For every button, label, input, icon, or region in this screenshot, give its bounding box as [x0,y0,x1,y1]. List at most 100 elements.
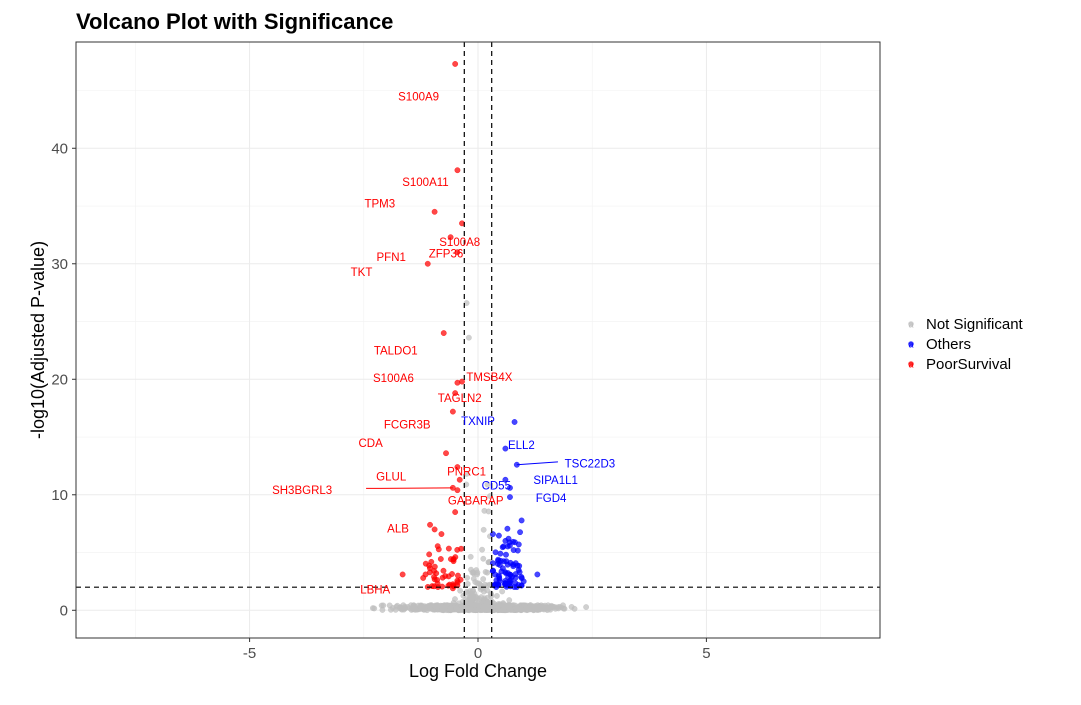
gene-label-s100a11: S100A11 [402,177,448,189]
poor-survival-point [457,576,464,583]
gene-point-gabarap [454,487,461,494]
gene-label-pnrc1: PNRC1 [447,467,486,479]
label-connector [516,461,558,466]
chart-title: Volcano Plot with Significance [76,9,393,34]
gene-point-lbha [449,585,456,592]
not-significant-point [476,602,483,609]
not-significant-point [467,553,474,560]
gene-point-fcgr3b [449,408,456,415]
not-significant-point [450,599,457,606]
not-significant-point [481,507,488,514]
gene-point-sipa1l1 [507,484,513,491]
poor-survival-point [438,531,445,537]
x-tick-label: 5 [702,645,710,662]
others-point [515,567,522,573]
gene-label-tpm3: TPM3 [364,199,395,211]
gene-label-tsc22d3: TSC22D3 [565,459,616,471]
others-point [502,569,509,576]
not-significant-point [474,569,481,576]
others-point [520,578,527,585]
not-significant-point [515,606,522,612]
x-tick-label: 0 [474,645,482,662]
gene-point-glul [456,476,463,483]
x-axis-title: Log Fold Change [409,661,547,681]
others-point [497,550,504,557]
others-point [506,542,513,549]
gene-label-ell2: ELL2 [508,440,535,452]
gene-label-zfp36: ZFP36 [429,248,464,260]
legend: a Not Significant a Others a PoorSurvival [908,316,1024,373]
gene-point-alb [452,509,459,516]
y-axis-title: -log10(Adjusted P-value) [28,241,48,439]
not-significant-point [480,526,487,533]
gene-point-s100a11 [454,167,461,174]
x-axis-ticks: -5 0 5 [243,638,711,662]
legend-key-point [908,321,914,327]
legend-key-glyph: a [908,340,913,350]
others-point [490,531,496,538]
gene-label-tmsb4x: TMSB4X [466,372,512,384]
gene-label-cda: CDA [359,438,384,450]
gene-point-tmsb4x [459,378,465,385]
legend-entry-label: Others [926,336,971,353]
gene-label-fgd4: FGD4 [536,493,567,505]
poor-survival-point [431,526,438,533]
gene-labels: S100A9 S100A11 TPM3 S100A8 PFN1 ZFP36 TKT TALDO… [272,91,615,596]
not-significant-point [583,604,590,610]
y-tick-label: 40 [51,140,68,157]
gene-label-taldo1: TALDO1 [374,345,418,357]
gene-point-txnip [511,419,518,425]
others-point [504,525,511,532]
poor-survival-point [435,546,442,553]
poor-survival-point [431,563,438,570]
gene-point-tpm3 [431,208,438,215]
others-point [503,551,509,558]
not-significant-point [480,576,487,582]
gene-point-pfn1 [447,234,454,241]
not-significant-point [464,581,471,587]
not-significant-point [463,481,470,488]
not-significant-point [466,594,473,601]
threshold-lines [76,42,880,638]
gene-point-tkt [424,260,431,267]
others-point [504,561,511,568]
y-tick-label: 20 [51,371,68,388]
label-connector [366,487,453,489]
gene-label-s100a9: S100A9 [398,91,439,103]
not-significant-point [484,569,491,576]
poor-survival-point [434,577,441,583]
gene-label-alb: ALB [387,523,409,535]
others-point [496,578,503,585]
not-significant-point [571,605,578,612]
y-axis-ticks: 0 10 20 30 40 [51,140,76,619]
gene-point-ell2 [502,445,509,452]
poor-survival-point [426,565,433,572]
poor-survival-point [420,575,427,581]
poor-survival-point [422,560,429,567]
legend-key-point [908,361,914,367]
not-significant-point [371,605,378,612]
others-point [510,538,517,545]
not-significant-point [521,602,528,609]
gene-label-sipa1l1: SIPA1L1 [533,475,578,487]
gene-label-txnip: TXNIP [461,416,495,428]
others-point [512,571,519,577]
not-significant-point [507,602,513,609]
data-points [369,61,590,614]
not-significant-point [479,546,485,553]
poor-survival-point [427,521,433,528]
others-point [534,571,541,578]
gene-point-pnrc1 [454,464,461,470]
poor-survival-point [449,571,455,577]
gene-label-sh3bgrl3: SH3BGRL3 [272,485,332,497]
not-significant-point [499,588,506,595]
y-tick-label: 10 [51,487,68,504]
not-significant-point [457,587,464,594]
not-significant-point [560,602,566,609]
not-significant-point [463,470,470,477]
others-point [514,547,521,554]
not-significant-point [541,606,547,613]
gene-point-cd55 [502,476,509,483]
others-point [505,535,512,542]
not-significant-point [500,602,506,609]
